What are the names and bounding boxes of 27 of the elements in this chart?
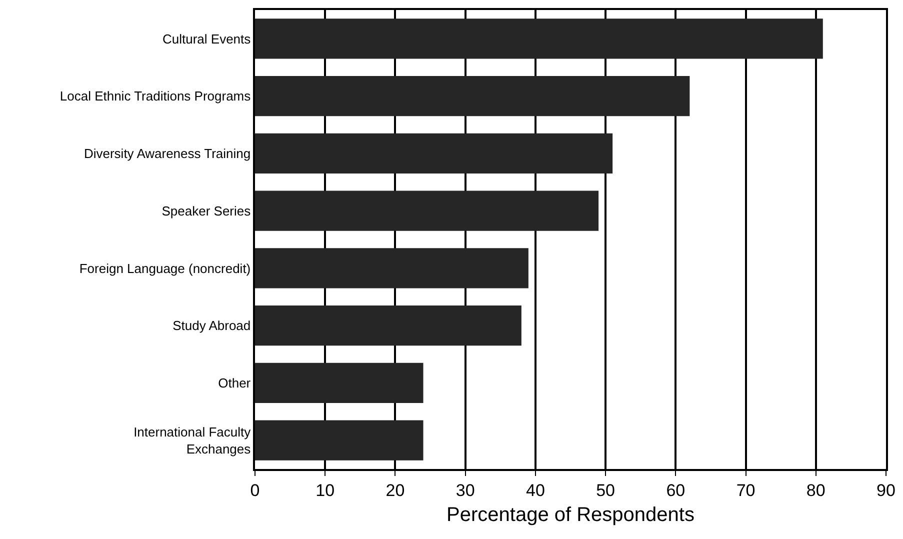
bar xyxy=(255,133,613,174)
x-tick-label: 90 xyxy=(876,481,896,500)
y-tick-label: Cultural Events xyxy=(162,31,252,46)
bar xyxy=(255,362,424,404)
x-tick-label: 20 xyxy=(386,481,405,500)
x-tick-label: 60 xyxy=(666,481,686,500)
y-tick-label: Local Ethnic Traditions Programs xyxy=(60,88,252,104)
y-tick-label: Diversity Awareness Training xyxy=(84,146,251,161)
y-tick-label: Speaker Series xyxy=(162,203,252,218)
bar xyxy=(255,76,690,116)
x-axis-title: Percentage of Respondents xyxy=(446,504,694,526)
x-tick-label: 50 xyxy=(596,481,616,500)
bar xyxy=(255,305,522,346)
y-tick-label: International Faculty Exchanges xyxy=(134,424,252,456)
y-tick-label: Foreign Language (noncredit) xyxy=(79,260,251,276)
x-tick-label: 70 xyxy=(736,481,756,500)
x-tick-label: 10 xyxy=(316,481,335,500)
bar xyxy=(255,18,823,59)
x-tick-label: 40 xyxy=(526,481,545,500)
bar xyxy=(255,190,599,231)
bar xyxy=(255,420,424,460)
y-tick-label: Other xyxy=(218,375,252,390)
y-tick-label: Study Abroad xyxy=(172,318,251,334)
x-tick-label: 0 xyxy=(250,481,260,500)
bar xyxy=(255,248,528,288)
x-tick-label: 30 xyxy=(456,481,475,500)
x-tick-label: 80 xyxy=(806,481,826,500)
